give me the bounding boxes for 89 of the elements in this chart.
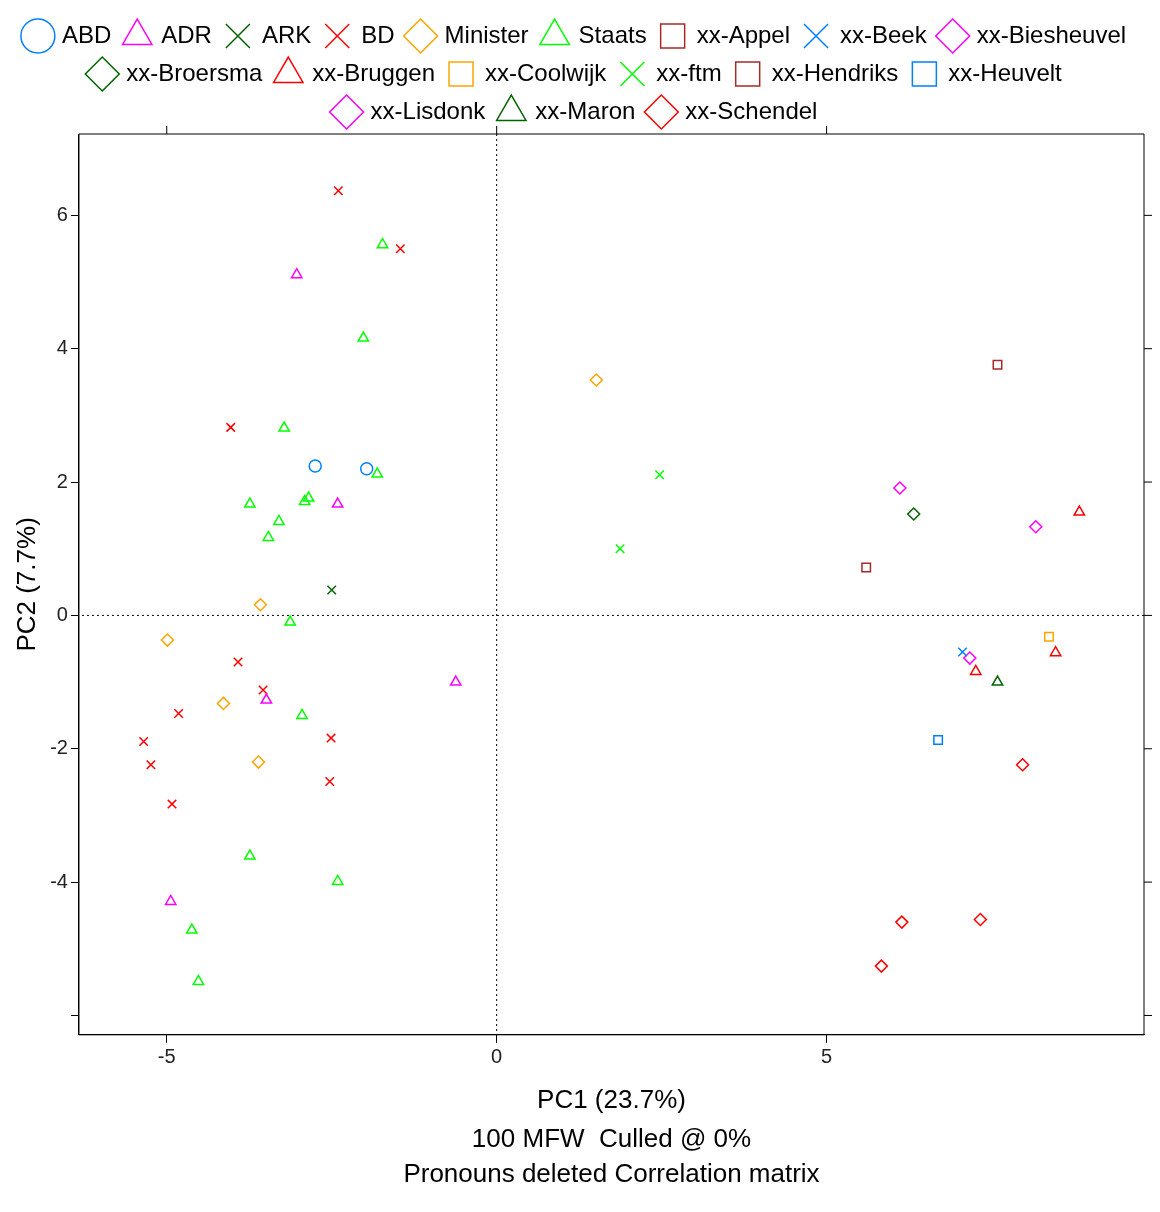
legend-label: xx-Coolwijk (485, 58, 608, 86)
point (331, 874, 344, 886)
point (963, 651, 977, 665)
point (278, 421, 291, 432)
point (302, 491, 315, 502)
point (260, 693, 273, 704)
point (145, 759, 156, 770)
point (874, 959, 889, 973)
legend-label: xx-Beek (840, 20, 928, 48)
point (895, 915, 909, 929)
x-tick-label: 0 (491, 1045, 503, 1068)
legend-label: xx-Heuvelt (948, 58, 1063, 86)
point (371, 467, 384, 478)
legend-label: xx-Bruggen (312, 58, 436, 86)
point (615, 543, 626, 554)
point (167, 799, 178, 810)
point (308, 459, 322, 473)
point (225, 422, 236, 433)
point (331, 497, 344, 508)
point (376, 237, 389, 249)
x-axis-title: PC1 (23.7%) (537, 1083, 686, 1114)
point (333, 185, 344, 196)
legend-label: xx-Broersma (126, 58, 263, 86)
point (324, 776, 335, 787)
point (1015, 758, 1030, 772)
point (991, 675, 1004, 686)
y-tick-label: 0 (56, 602, 68, 625)
point (298, 494, 311, 506)
point (251, 755, 266, 769)
legend-label: ADR (161, 20, 212, 48)
point (185, 923, 198, 934)
point (861, 562, 872, 573)
text: Pronouns deleted Correlation matrix (403, 1158, 820, 1189)
point (449, 675, 462, 686)
point (233, 657, 243, 668)
point (160, 633, 175, 647)
point (654, 469, 665, 480)
legend-label: BD (361, 20, 395, 48)
legend-label: xx-Appel (696, 20, 791, 48)
point (173, 708, 184, 719)
y-tick-label: 6 (56, 202, 68, 225)
point (262, 530, 275, 542)
point (192, 974, 205, 986)
point (395, 243, 406, 254)
point (893, 481, 907, 495)
legend-label: ABD (61, 20, 112, 48)
point (957, 647, 968, 658)
point (973, 912, 988, 927)
point (1073, 505, 1086, 516)
point (969, 664, 982, 676)
point (589, 373, 604, 387)
legend-label: Staats (578, 20, 647, 48)
point (138, 736, 149, 747)
legend-label: xx-Biesheuvel (976, 20, 1127, 48)
y-tick-label: 2 (56, 469, 68, 492)
point (326, 585, 337, 596)
point (290, 267, 303, 279)
legend-label: xx-Schendel (685, 96, 818, 124)
point (284, 615, 297, 626)
point (906, 507, 921, 521)
y-axis-title: PC2 (7.7%) (10, 517, 41, 652)
point (1043, 631, 1054, 642)
point (216, 696, 231, 711)
y-tick-label: -2 (50, 736, 68, 759)
point (933, 735, 944, 746)
y-tick-label: -4 (50, 869, 68, 892)
legend-label: xx-Maron (535, 96, 636, 124)
point (243, 497, 256, 508)
point (1029, 519, 1043, 534)
point (243, 849, 256, 860)
point (992, 359, 1003, 370)
point (357, 331, 370, 342)
point (296, 708, 308, 720)
text: 100 MFW Culled @ 0% (471, 1123, 752, 1154)
point (326, 733, 337, 744)
legend-label: xx-ftm (656, 58, 722, 86)
point (359, 461, 374, 476)
point (272, 514, 285, 526)
legend-label: xx-Hendriks (771, 58, 899, 86)
legend-label: ARK (261, 20, 312, 48)
legend-label: Minister (444, 20, 529, 48)
x-tick-label: -5 (157, 1045, 176, 1068)
x-tick-label: 5 (821, 1045, 833, 1068)
point (1049, 645, 1062, 657)
point (253, 597, 268, 612)
y-tick-label: 4 (56, 336, 68, 359)
legend-label: xx-Lisdonk (370, 96, 487, 124)
point (164, 894, 177, 906)
point (258, 685, 269, 696)
